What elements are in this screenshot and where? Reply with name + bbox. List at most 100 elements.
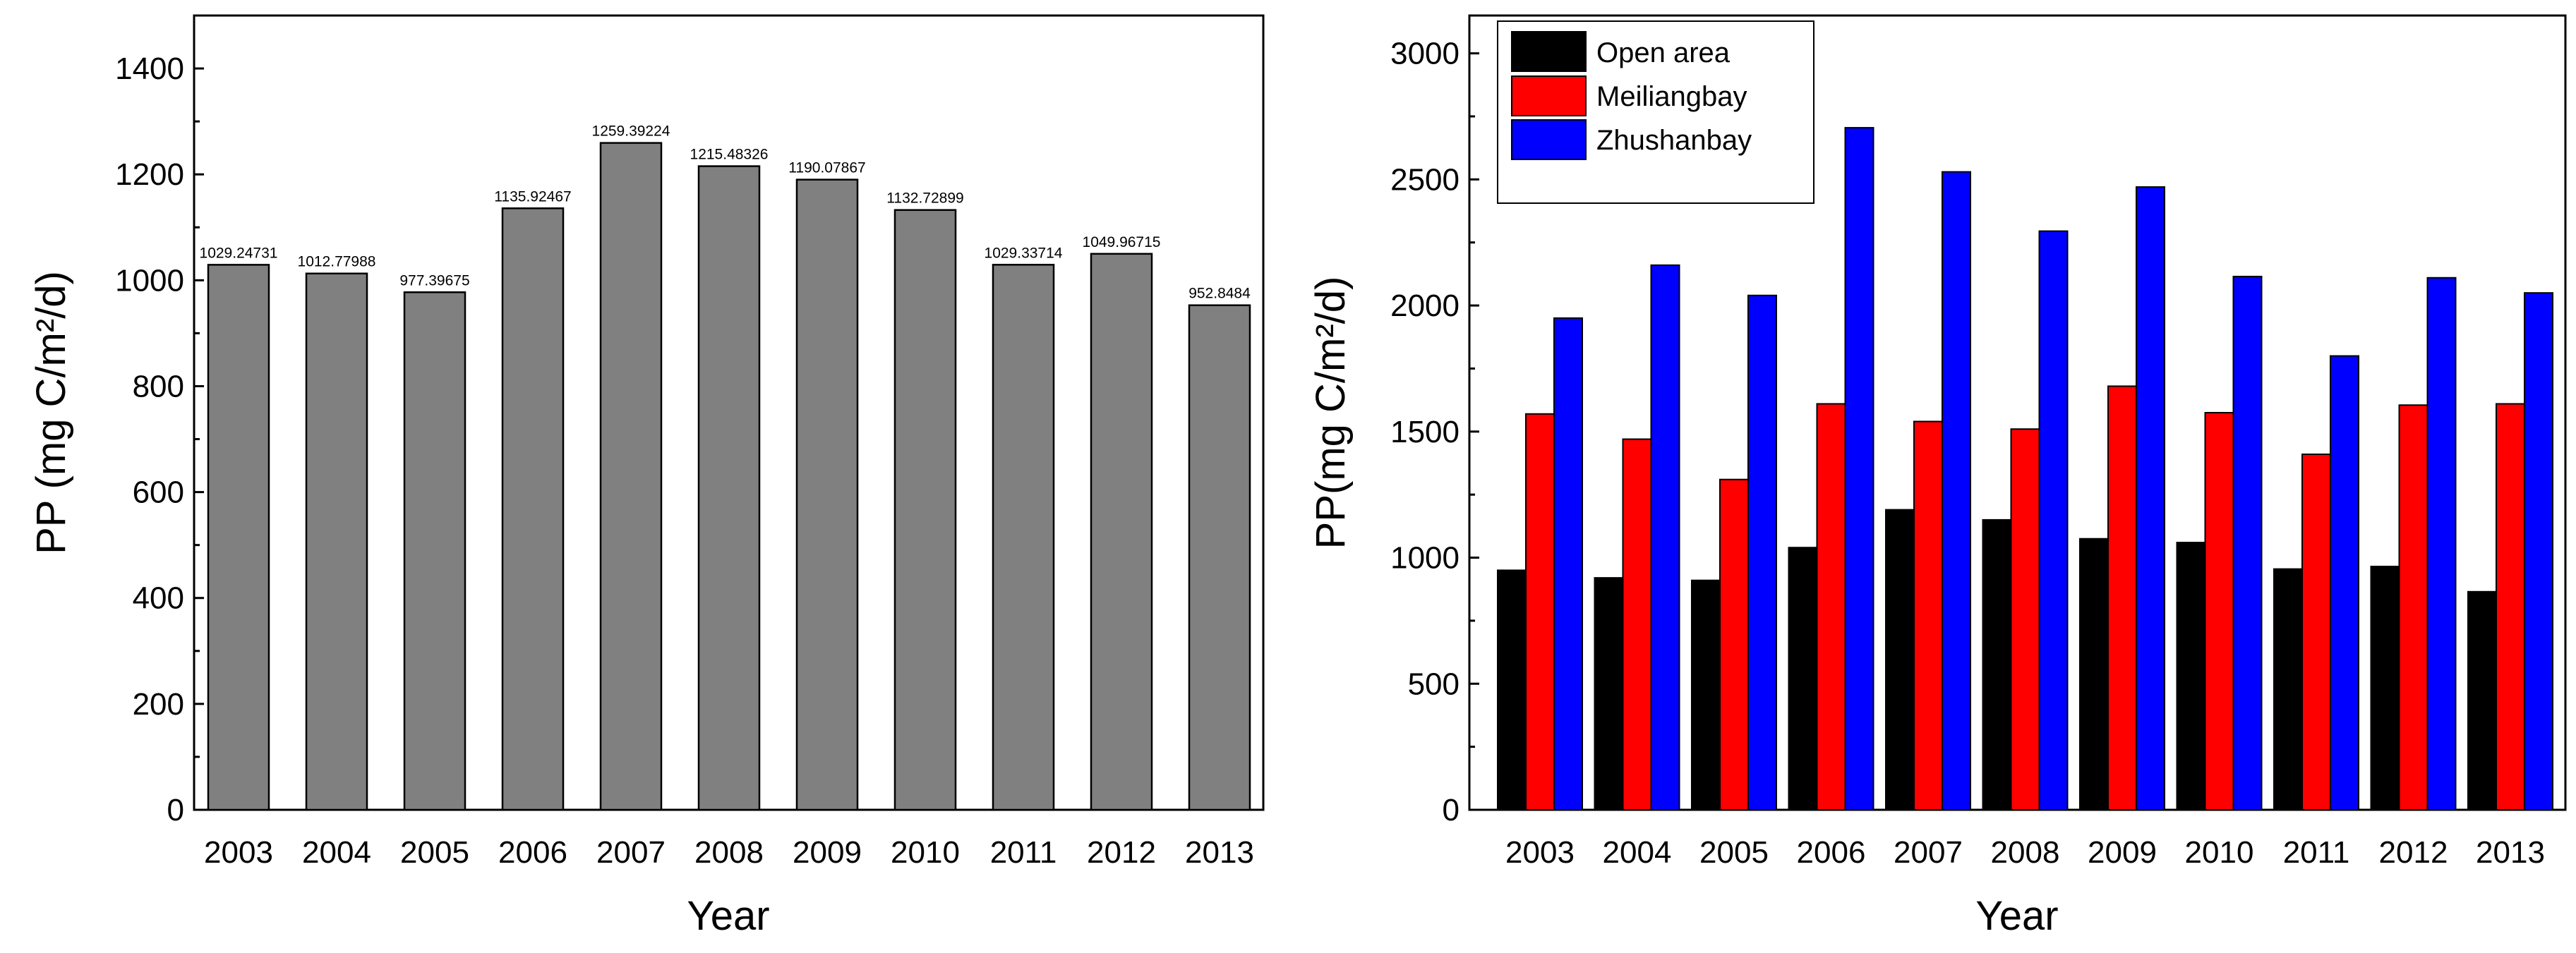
right-bar-open-area [1885, 509, 1915, 811]
left-y-tick-label: 1400 [115, 51, 184, 86]
legend-label-meiliangbay: Meiliangbay [1596, 81, 1747, 112]
left-x-tick-label: 2006 [498, 835, 567, 870]
left-bar [305, 272, 368, 811]
left-bar [992, 264, 1055, 811]
left-y-tick-label: 600 [133, 475, 184, 510]
right-bar-meiliangbay [1913, 420, 1943, 811]
left-x-tick-label: 2005 [400, 835, 469, 870]
right-bar-open-area [2176, 542, 2206, 811]
legend-swatch-open-area [1511, 31, 1587, 72]
left-x-tick-label: 2010 [891, 835, 960, 870]
left-x-tick-label: 2004 [302, 835, 371, 870]
right-bar-meiliangbay [1719, 478, 1749, 811]
left-bar-data-label: 952.8484 [1188, 286, 1251, 302]
right-bar-zhushanbay [2136, 186, 2165, 811]
right-bar-open-area [1691, 579, 1721, 811]
left-bar [893, 209, 957, 811]
right-bar-zhushanbay [1747, 294, 1777, 811]
left-bar [1188, 304, 1251, 811]
left-bar-data-label: 1190.07867 [788, 160, 865, 176]
right-bars [1497, 127, 2553, 811]
legend-label-open-area: Open area [1596, 37, 1731, 68]
right-x-tick-label: 2011 [2283, 835, 2350, 870]
right-bar-zhushanbay [2038, 230, 2069, 811]
right-y-tick-label: 1000 [1390, 541, 1459, 576]
left-x-axis-title: Year [687, 893, 769, 939]
right-x-tick-label: 2012 [2379, 835, 2448, 870]
left-bar [207, 264, 270, 811]
left-x-tick-label: 2012 [1087, 835, 1156, 870]
legend-swatch-meiliangbay [1511, 75, 1587, 116]
left-x-tick-label: 2009 [793, 835, 862, 870]
left-data-labels: 1029.24731 1012.77988 977.39675 1135.92467 1… [200, 123, 1251, 302]
right-bar-meiliangbay [1525, 413, 1555, 811]
right-x-tick-label: 2003 [1505, 835, 1575, 870]
right-bar-zhushanbay [1844, 127, 1874, 811]
left-bars [207, 142, 1251, 811]
right-bar-zhushanbay [2524, 292, 2553, 811]
left-y-tick-label: 0 [167, 793, 184, 827]
right-bar-meiliangbay [2398, 404, 2428, 811]
right-bar-zhushanbay [2330, 355, 2359, 811]
left-y-tick-label: 1000 [115, 263, 184, 298]
right-bar-zhushanbay [1942, 171, 1971, 811]
right-x-tick-label: 2009 [2088, 835, 2157, 870]
right-x-tick-label: 2004 [1603, 835, 1672, 870]
left-y-tick-label: 200 [133, 687, 184, 722]
right-y-tick-label: 500 [1408, 667, 1459, 701]
left-bar-data-label: 1135.92467 [494, 188, 571, 205]
right-bar-open-area [1788, 547, 1818, 811]
right-bar-meiliangbay [2301, 453, 2331, 811]
right-legend: Open area Meiliangbay Zhushanbay [1497, 20, 1814, 204]
right-bar-zhushanbay [1553, 317, 1583, 811]
right-bar-meiliangbay [1816, 403, 1846, 811]
left-bar-data-label: 1132.72899 [886, 190, 963, 207]
right-x-axis-title: Year [1975, 893, 2058, 939]
left-x-tick-label: 2007 [596, 835, 666, 870]
left-bar [501, 207, 565, 811]
right-x-tick-label: 2010 [2185, 835, 2254, 870]
left-bar-data-label: 1259.39224 [592, 123, 670, 140]
right-bar-meiliangbay [2010, 428, 2040, 811]
legend-label-zhushanbay: Zhushanbay [1596, 125, 1752, 156]
right-bar-open-area [1982, 518, 2012, 811]
right-x-tick-label: 2006 [1797, 835, 1866, 870]
left-x-tick-label: 2013 [1185, 835, 1254, 870]
right-bar-meiliangbay [1622, 438, 1652, 811]
left-bar [403, 291, 467, 811]
right-y-tick-label: 2500 [1390, 162, 1459, 197]
right-bar-zhushanbay [2426, 277, 2457, 811]
right-y-tick-label: 0 [1443, 793, 1459, 827]
left-bar-data-label: 977.39675 [399, 272, 469, 289]
right-bar-meiliangbay [2496, 403, 2525, 811]
right-bar-meiliangbay [2204, 412, 2234, 811]
legend-swatch-zhushanbay [1511, 119, 1587, 160]
chart-right: 0 500 1000 1500 2000 2500 3000 2003 2004 2005 200… [1308, 14, 2567, 939]
left-x-tick-label: 2008 [694, 835, 764, 870]
right-y-ticks: 0 500 1000 1500 2000 2500 3000 [1390, 37, 1479, 827]
right-y-axis-title: PP(mg C/m²/d) [1308, 277, 1354, 550]
right-y-tick-label: 3000 [1390, 37, 1459, 71]
left-x-ticks: 2003 2004 2005 2006 2007 2008 2009 2010 2011 2012… [204, 800, 1254, 870]
left-bar [599, 142, 663, 811]
left-bar-data-label: 1029.24731 [200, 245, 278, 261]
right-bar-meiliangbay [2107, 385, 2137, 811]
left-y-ticks: 0 200 400 600 800 1000 1200 1400 [115, 14, 204, 827]
right-bar-open-area [2079, 538, 2109, 811]
left-y-axis-title: PP (mg C/m²/d) [28, 271, 74, 554]
right-bar-open-area [2370, 566, 2400, 811]
left-bar [1090, 253, 1153, 811]
right-x-tick-label: 2008 [1991, 835, 2060, 870]
right-y-tick-label: 2000 [1390, 289, 1459, 323]
left-bar [795, 178, 859, 811]
left-bar-data-label: 1049.96715 [1083, 234, 1161, 250]
left-bar-data-label: 1215.48326 [690, 147, 769, 163]
right-bar-open-area [1497, 569, 1527, 811]
left-bar-data-label: 1029.33714 [985, 245, 1063, 261]
left-y-tick-label: 1200 [115, 157, 184, 192]
right-x-tick-label: 2007 [1894, 835, 1963, 870]
right-x-tick-label: 2005 [1699, 835, 1769, 870]
right-bar-zhushanbay [2232, 275, 2263, 811]
left-x-tick-label: 2011 [990, 835, 1057, 870]
